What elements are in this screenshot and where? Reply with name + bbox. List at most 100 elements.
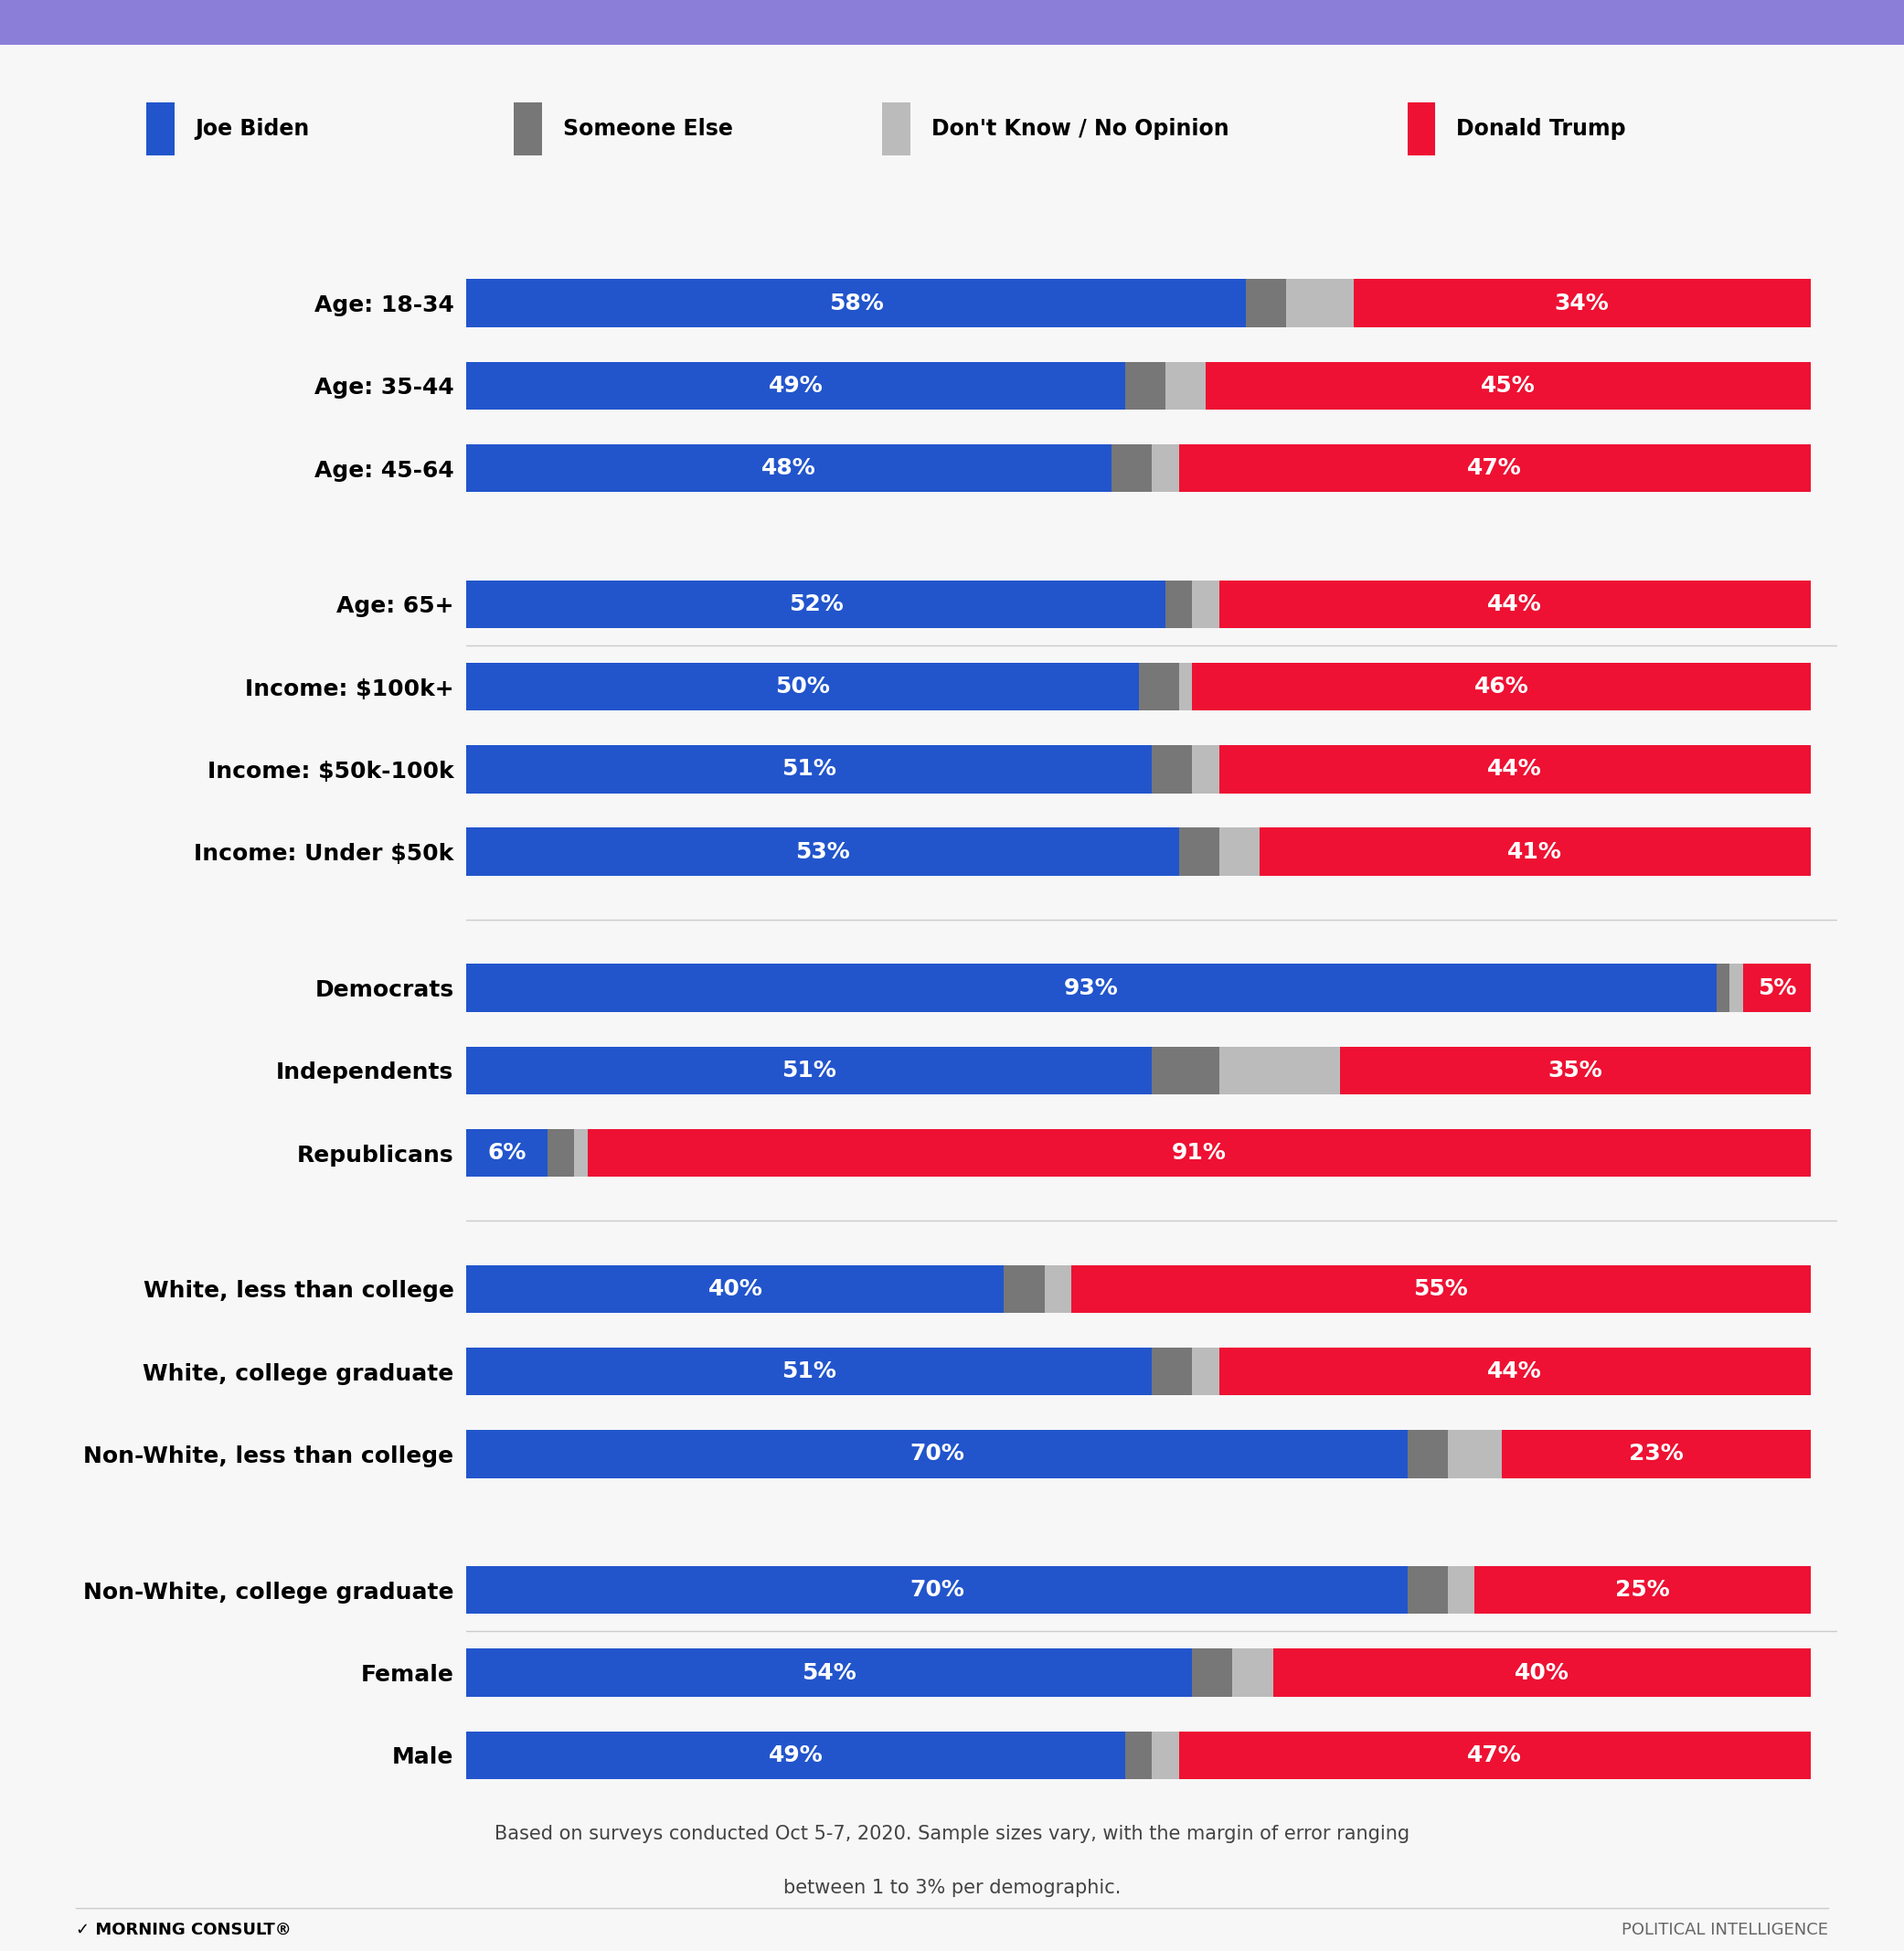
Text: 40%: 40% (1514, 1662, 1569, 1684)
Text: 40%: 40% (708, 1278, 764, 1299)
Text: 51%: 51% (783, 1360, 836, 1383)
Bar (1192, 1348, 1219, 1395)
Text: 5%: 5% (1757, 977, 1795, 999)
Text: 49%: 49% (769, 375, 823, 396)
Text: 93%: 93% (1064, 977, 1120, 999)
Bar (466, 1264, 1003, 1313)
Bar (466, 663, 1139, 710)
Bar (1072, 1264, 1811, 1313)
Bar (1274, 1649, 1811, 1697)
Bar (466, 361, 1125, 410)
Text: 91%: 91% (1171, 1141, 1226, 1165)
Bar (1340, 1046, 1811, 1095)
Text: 51%: 51% (783, 1059, 836, 1081)
Bar (1192, 663, 1811, 710)
Bar (1219, 1348, 1811, 1395)
Bar (1139, 663, 1179, 710)
FancyBboxPatch shape (1407, 101, 1436, 156)
Bar (1354, 279, 1811, 328)
Bar (1731, 964, 1744, 1013)
Text: 6%: 6% (487, 1141, 526, 1165)
Bar (1192, 745, 1219, 794)
Text: 70%: 70% (910, 1444, 963, 1465)
Text: Someone Else: Someone Else (564, 117, 733, 140)
Bar (1179, 445, 1811, 492)
Bar (588, 1130, 1811, 1176)
Bar (1003, 1264, 1045, 1313)
Bar (1179, 827, 1219, 876)
Text: 35%: 35% (1548, 1059, 1603, 1081)
Text: Donald Trump: Donald Trump (1457, 117, 1626, 140)
Text: 41%: 41% (1508, 841, 1563, 862)
Bar (466, 579, 1165, 628)
Text: between 1 to 3% per demographic.: between 1 to 3% per demographic. (783, 1879, 1121, 1896)
Text: 46%: 46% (1474, 675, 1529, 698)
Text: Joe Biden: Joe Biden (196, 117, 310, 140)
Bar (1219, 745, 1811, 794)
Bar (1447, 1567, 1474, 1613)
Bar (466, 445, 1112, 492)
Bar (1152, 1046, 1219, 1095)
Bar (1232, 1649, 1274, 1697)
Text: 51%: 51% (783, 759, 836, 780)
Text: 54%: 54% (802, 1662, 857, 1684)
Text: 49%: 49% (769, 1744, 823, 1766)
Bar (466, 279, 1245, 328)
Bar (466, 1130, 546, 1176)
Text: 23%: 23% (1628, 1444, 1683, 1465)
Bar (1165, 361, 1205, 410)
Bar (1474, 1567, 1811, 1613)
Bar (1447, 1430, 1502, 1479)
Bar (1716, 964, 1731, 1013)
Bar (466, 745, 1152, 794)
Text: 25%: 25% (1615, 1578, 1670, 1602)
Bar (1259, 827, 1811, 876)
Bar (1125, 361, 1165, 410)
Bar (466, 1567, 1407, 1613)
Text: 45%: 45% (1481, 375, 1535, 396)
FancyBboxPatch shape (147, 101, 175, 156)
Text: 53%: 53% (796, 841, 849, 862)
Text: 55%: 55% (1413, 1278, 1468, 1299)
Bar (1205, 361, 1811, 410)
Bar (466, 1430, 1407, 1479)
Text: 47%: 47% (1468, 457, 1521, 480)
FancyBboxPatch shape (882, 101, 910, 156)
Text: 34%: 34% (1556, 293, 1609, 314)
Text: 44%: 44% (1487, 593, 1542, 615)
Bar (573, 1130, 588, 1176)
Bar (1165, 579, 1192, 628)
Text: Don't Know / No Opinion: Don't Know / No Opinion (931, 117, 1228, 140)
Bar (1045, 1264, 1072, 1313)
Bar (466, 1348, 1152, 1395)
Bar (1219, 579, 1811, 628)
Text: 50%: 50% (775, 675, 830, 698)
Bar (1219, 827, 1259, 876)
Bar (466, 1649, 1192, 1697)
Bar (1112, 445, 1152, 492)
Bar (1219, 1046, 1340, 1095)
Text: 44%: 44% (1487, 759, 1542, 780)
Bar (1407, 1430, 1447, 1479)
Text: 58%: 58% (828, 293, 883, 314)
Bar (1245, 279, 1287, 328)
Text: 48%: 48% (762, 457, 817, 480)
Bar (1407, 1567, 1447, 1613)
Bar (1152, 445, 1179, 492)
Bar (1179, 1731, 1811, 1779)
Bar (1152, 1348, 1192, 1395)
Text: POLITICAL INTELLIGENCE: POLITICAL INTELLIGENCE (1622, 1922, 1828, 1937)
Bar (466, 1731, 1125, 1779)
Bar (466, 1046, 1152, 1095)
Text: 47%: 47% (1468, 1744, 1521, 1766)
Bar (546, 1130, 573, 1176)
Bar (1152, 1731, 1179, 1779)
Text: ✓ MORNING CONSULT®: ✓ MORNING CONSULT® (76, 1922, 291, 1937)
Bar (1744, 964, 1811, 1013)
Bar (466, 964, 1716, 1013)
Bar (1152, 745, 1192, 794)
Text: 52%: 52% (788, 593, 843, 615)
Bar (1179, 663, 1192, 710)
Bar (1125, 1731, 1152, 1779)
Bar (1192, 579, 1219, 628)
